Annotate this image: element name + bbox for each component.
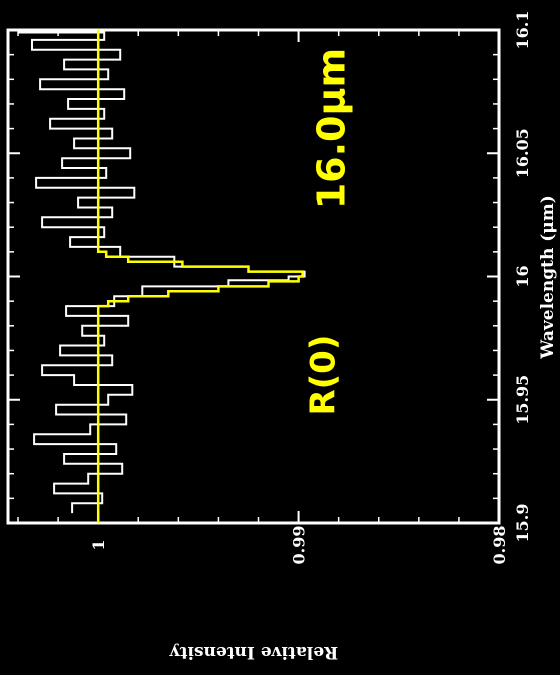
y-tick-label: 0.99 <box>290 526 309 565</box>
tick-labels: 15.9 15.95 16 16.05 16.1 0.98 0.99 1 <box>89 11 532 565</box>
plot-frame <box>6 28 501 525</box>
y-axis-title: Relative Intensity <box>169 642 339 662</box>
x-tick-label: 16.1 <box>513 11 532 50</box>
series-layer <box>18 30 306 523</box>
x-tick-label: 16.05 <box>513 128 532 178</box>
x-tick-label: 15.95 <box>513 375 532 425</box>
x-tick-label: 16 <box>513 265 532 287</box>
tick-marks <box>8 29 500 524</box>
annotations: R(0) 16.0μm <box>304 48 354 416</box>
x-axis-title: Wavelength (μm) <box>538 195 558 360</box>
series-line-0 <box>18 31 306 514</box>
series-line-1 <box>96 30 304 523</box>
x-tick-label: 15.9 <box>513 504 532 543</box>
annotation-label: R(0) <box>304 335 344 416</box>
y-tick-label: 0.98 <box>490 526 509 565</box>
annotation-label: 16.0μm <box>310 48 354 209</box>
y-tick-label: 1 <box>89 539 108 550</box>
